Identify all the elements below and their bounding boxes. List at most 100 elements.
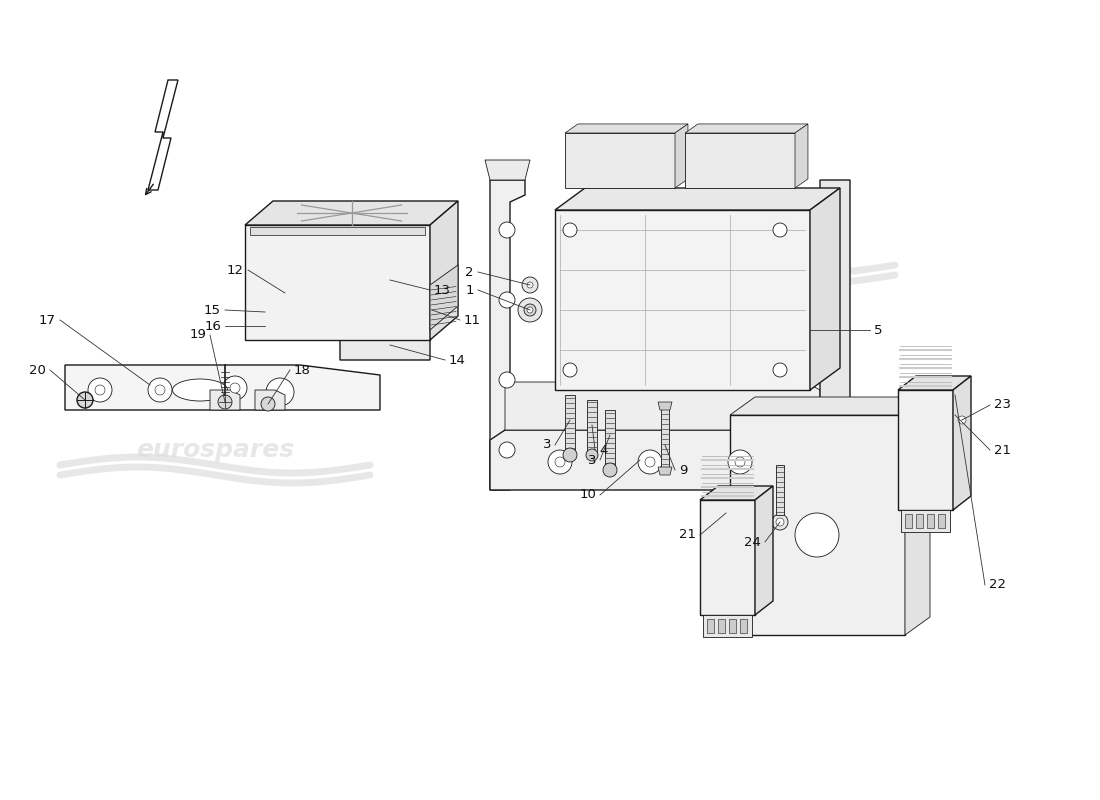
Polygon shape xyxy=(248,279,318,285)
Text: 15: 15 xyxy=(204,303,221,317)
Polygon shape xyxy=(755,486,773,615)
Text: 16: 16 xyxy=(205,319,221,333)
Polygon shape xyxy=(255,390,285,410)
Circle shape xyxy=(645,457,654,467)
Text: 21: 21 xyxy=(679,529,696,542)
Bar xyxy=(556,210,810,390)
Text: 11: 11 xyxy=(464,314,481,326)
Circle shape xyxy=(527,307,534,313)
Text: 14: 14 xyxy=(449,354,466,366)
Polygon shape xyxy=(898,376,971,390)
Circle shape xyxy=(148,378,172,402)
Circle shape xyxy=(563,223,578,237)
Polygon shape xyxy=(810,188,840,390)
Circle shape xyxy=(77,392,94,408)
Bar xyxy=(245,225,430,340)
Circle shape xyxy=(776,518,784,526)
Polygon shape xyxy=(730,397,930,415)
Polygon shape xyxy=(820,180,850,430)
Polygon shape xyxy=(905,397,930,635)
Text: eurospares: eurospares xyxy=(661,238,820,262)
Text: 17: 17 xyxy=(39,314,56,326)
Circle shape xyxy=(257,304,273,320)
Circle shape xyxy=(728,450,752,474)
Bar xyxy=(700,500,755,615)
Circle shape xyxy=(773,363,786,377)
Bar xyxy=(776,465,784,515)
Polygon shape xyxy=(556,188,840,210)
Text: 13: 13 xyxy=(434,283,451,297)
Bar xyxy=(703,615,752,637)
Circle shape xyxy=(499,442,515,458)
Text: 5: 5 xyxy=(874,323,882,337)
Circle shape xyxy=(527,282,534,288)
Circle shape xyxy=(499,222,515,238)
Polygon shape xyxy=(490,430,830,490)
Circle shape xyxy=(772,514,788,530)
Circle shape xyxy=(795,513,839,557)
Polygon shape xyxy=(253,285,318,300)
Text: 4: 4 xyxy=(600,443,607,457)
Polygon shape xyxy=(490,180,525,490)
Polygon shape xyxy=(953,376,971,510)
Bar xyxy=(685,133,795,188)
Circle shape xyxy=(954,412,970,428)
Bar xyxy=(898,390,953,510)
Circle shape xyxy=(638,450,662,474)
Bar xyxy=(565,395,575,455)
Polygon shape xyxy=(340,310,425,320)
Circle shape xyxy=(261,322,270,330)
Text: 24: 24 xyxy=(744,535,761,549)
Circle shape xyxy=(95,385,104,395)
Text: 19: 19 xyxy=(189,329,206,342)
Circle shape xyxy=(524,304,536,316)
Bar xyxy=(730,415,905,635)
Circle shape xyxy=(586,449,598,461)
Bar xyxy=(729,619,736,633)
Circle shape xyxy=(218,395,232,409)
Text: 1: 1 xyxy=(465,283,474,297)
Circle shape xyxy=(773,223,786,237)
Circle shape xyxy=(958,416,966,424)
Polygon shape xyxy=(658,467,672,475)
Circle shape xyxy=(499,292,515,308)
Text: 2: 2 xyxy=(465,266,474,278)
Polygon shape xyxy=(658,402,672,410)
Bar xyxy=(916,514,923,528)
Polygon shape xyxy=(675,124,688,188)
Polygon shape xyxy=(485,160,530,180)
Bar xyxy=(605,410,615,470)
Text: 9: 9 xyxy=(679,463,688,477)
Ellipse shape xyxy=(173,379,228,401)
Bar xyxy=(718,619,725,633)
Circle shape xyxy=(155,385,165,395)
Circle shape xyxy=(223,376,248,400)
Bar xyxy=(740,619,747,633)
Polygon shape xyxy=(340,320,430,360)
Polygon shape xyxy=(700,486,773,500)
Polygon shape xyxy=(210,390,240,410)
Bar xyxy=(905,514,912,528)
Polygon shape xyxy=(685,124,807,133)
Bar xyxy=(565,133,675,188)
Text: 23: 23 xyxy=(994,398,1011,411)
Bar xyxy=(250,227,425,235)
Circle shape xyxy=(266,378,294,406)
Bar xyxy=(938,514,945,528)
Polygon shape xyxy=(430,201,458,340)
Text: eurospares: eurospares xyxy=(136,438,294,462)
Text: 3: 3 xyxy=(587,454,596,466)
Circle shape xyxy=(88,378,112,402)
Bar xyxy=(661,402,669,467)
Text: 3: 3 xyxy=(542,438,551,451)
Circle shape xyxy=(563,448,578,462)
Circle shape xyxy=(257,318,273,334)
Polygon shape xyxy=(430,265,458,330)
Polygon shape xyxy=(65,365,379,410)
Bar xyxy=(901,510,950,532)
Polygon shape xyxy=(795,124,807,188)
Bar xyxy=(927,514,934,528)
Bar xyxy=(587,400,597,455)
Polygon shape xyxy=(245,201,458,225)
Text: 18: 18 xyxy=(294,363,311,377)
